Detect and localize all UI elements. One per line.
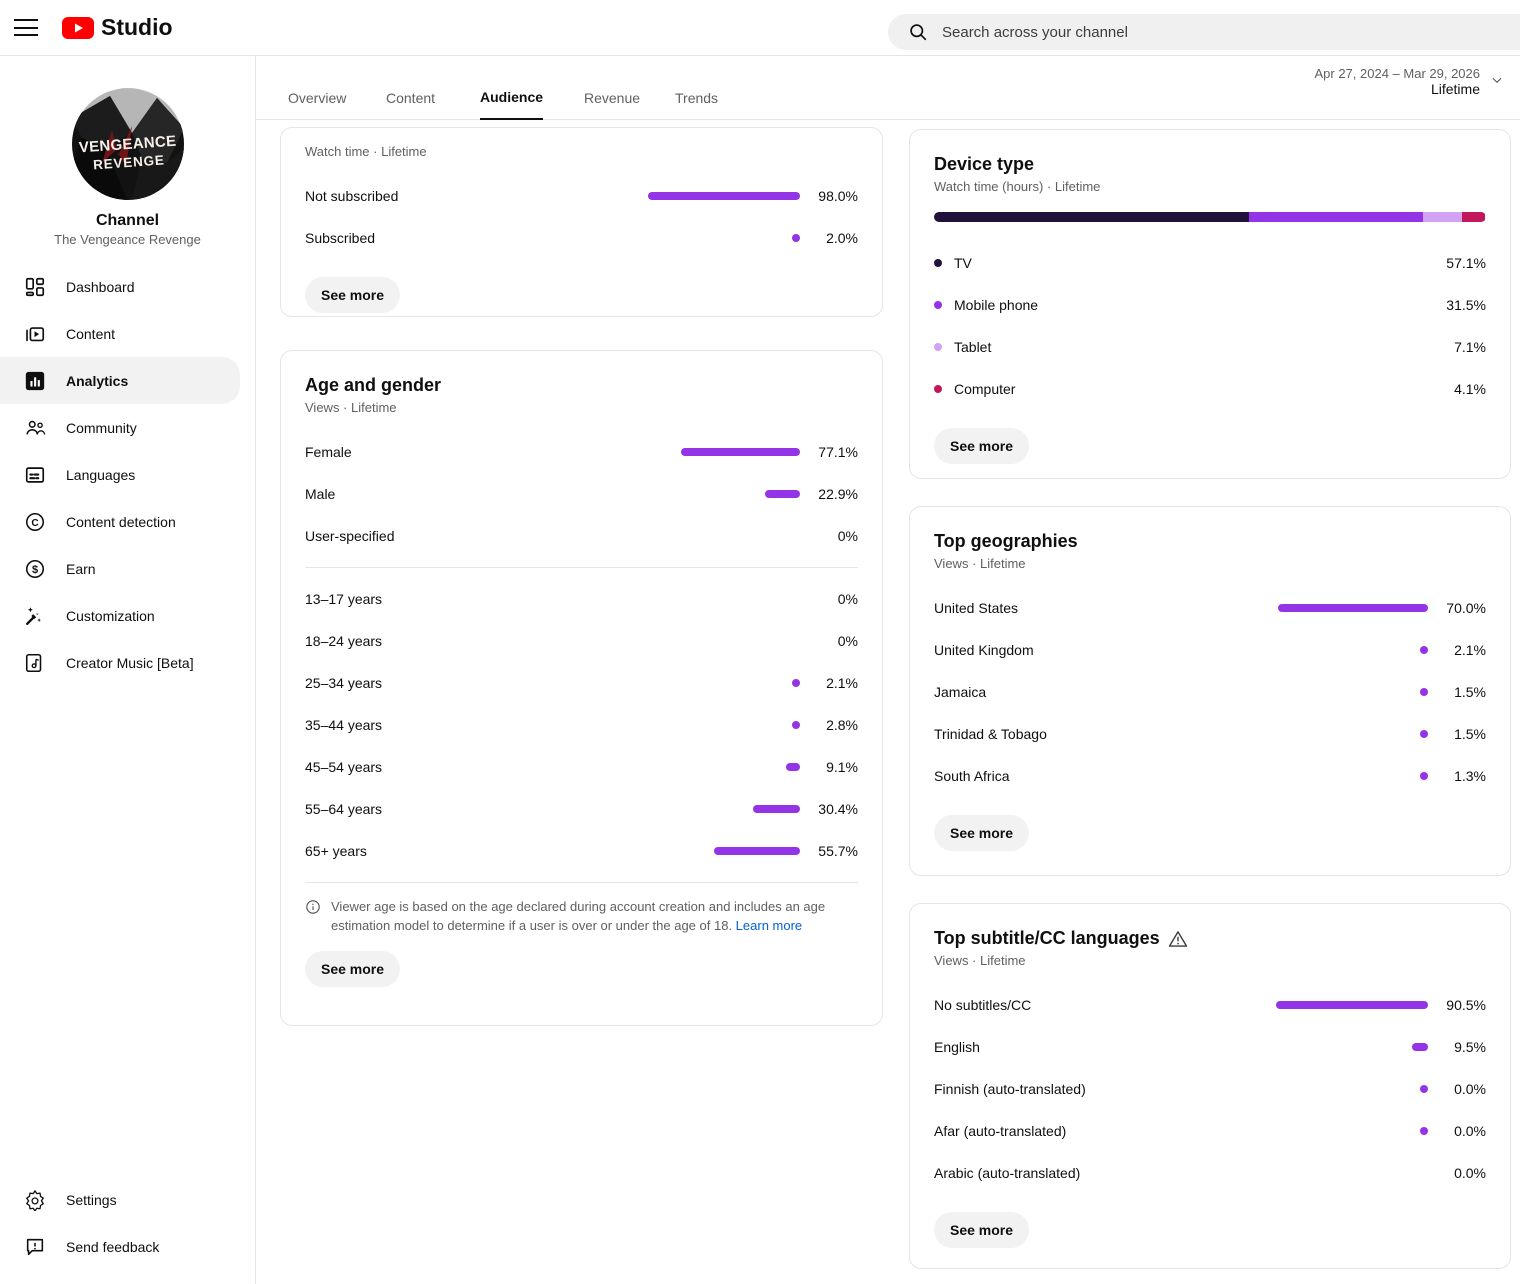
svg-text:$: $ [32,564,38,576]
svg-text:C: C [31,518,38,529]
